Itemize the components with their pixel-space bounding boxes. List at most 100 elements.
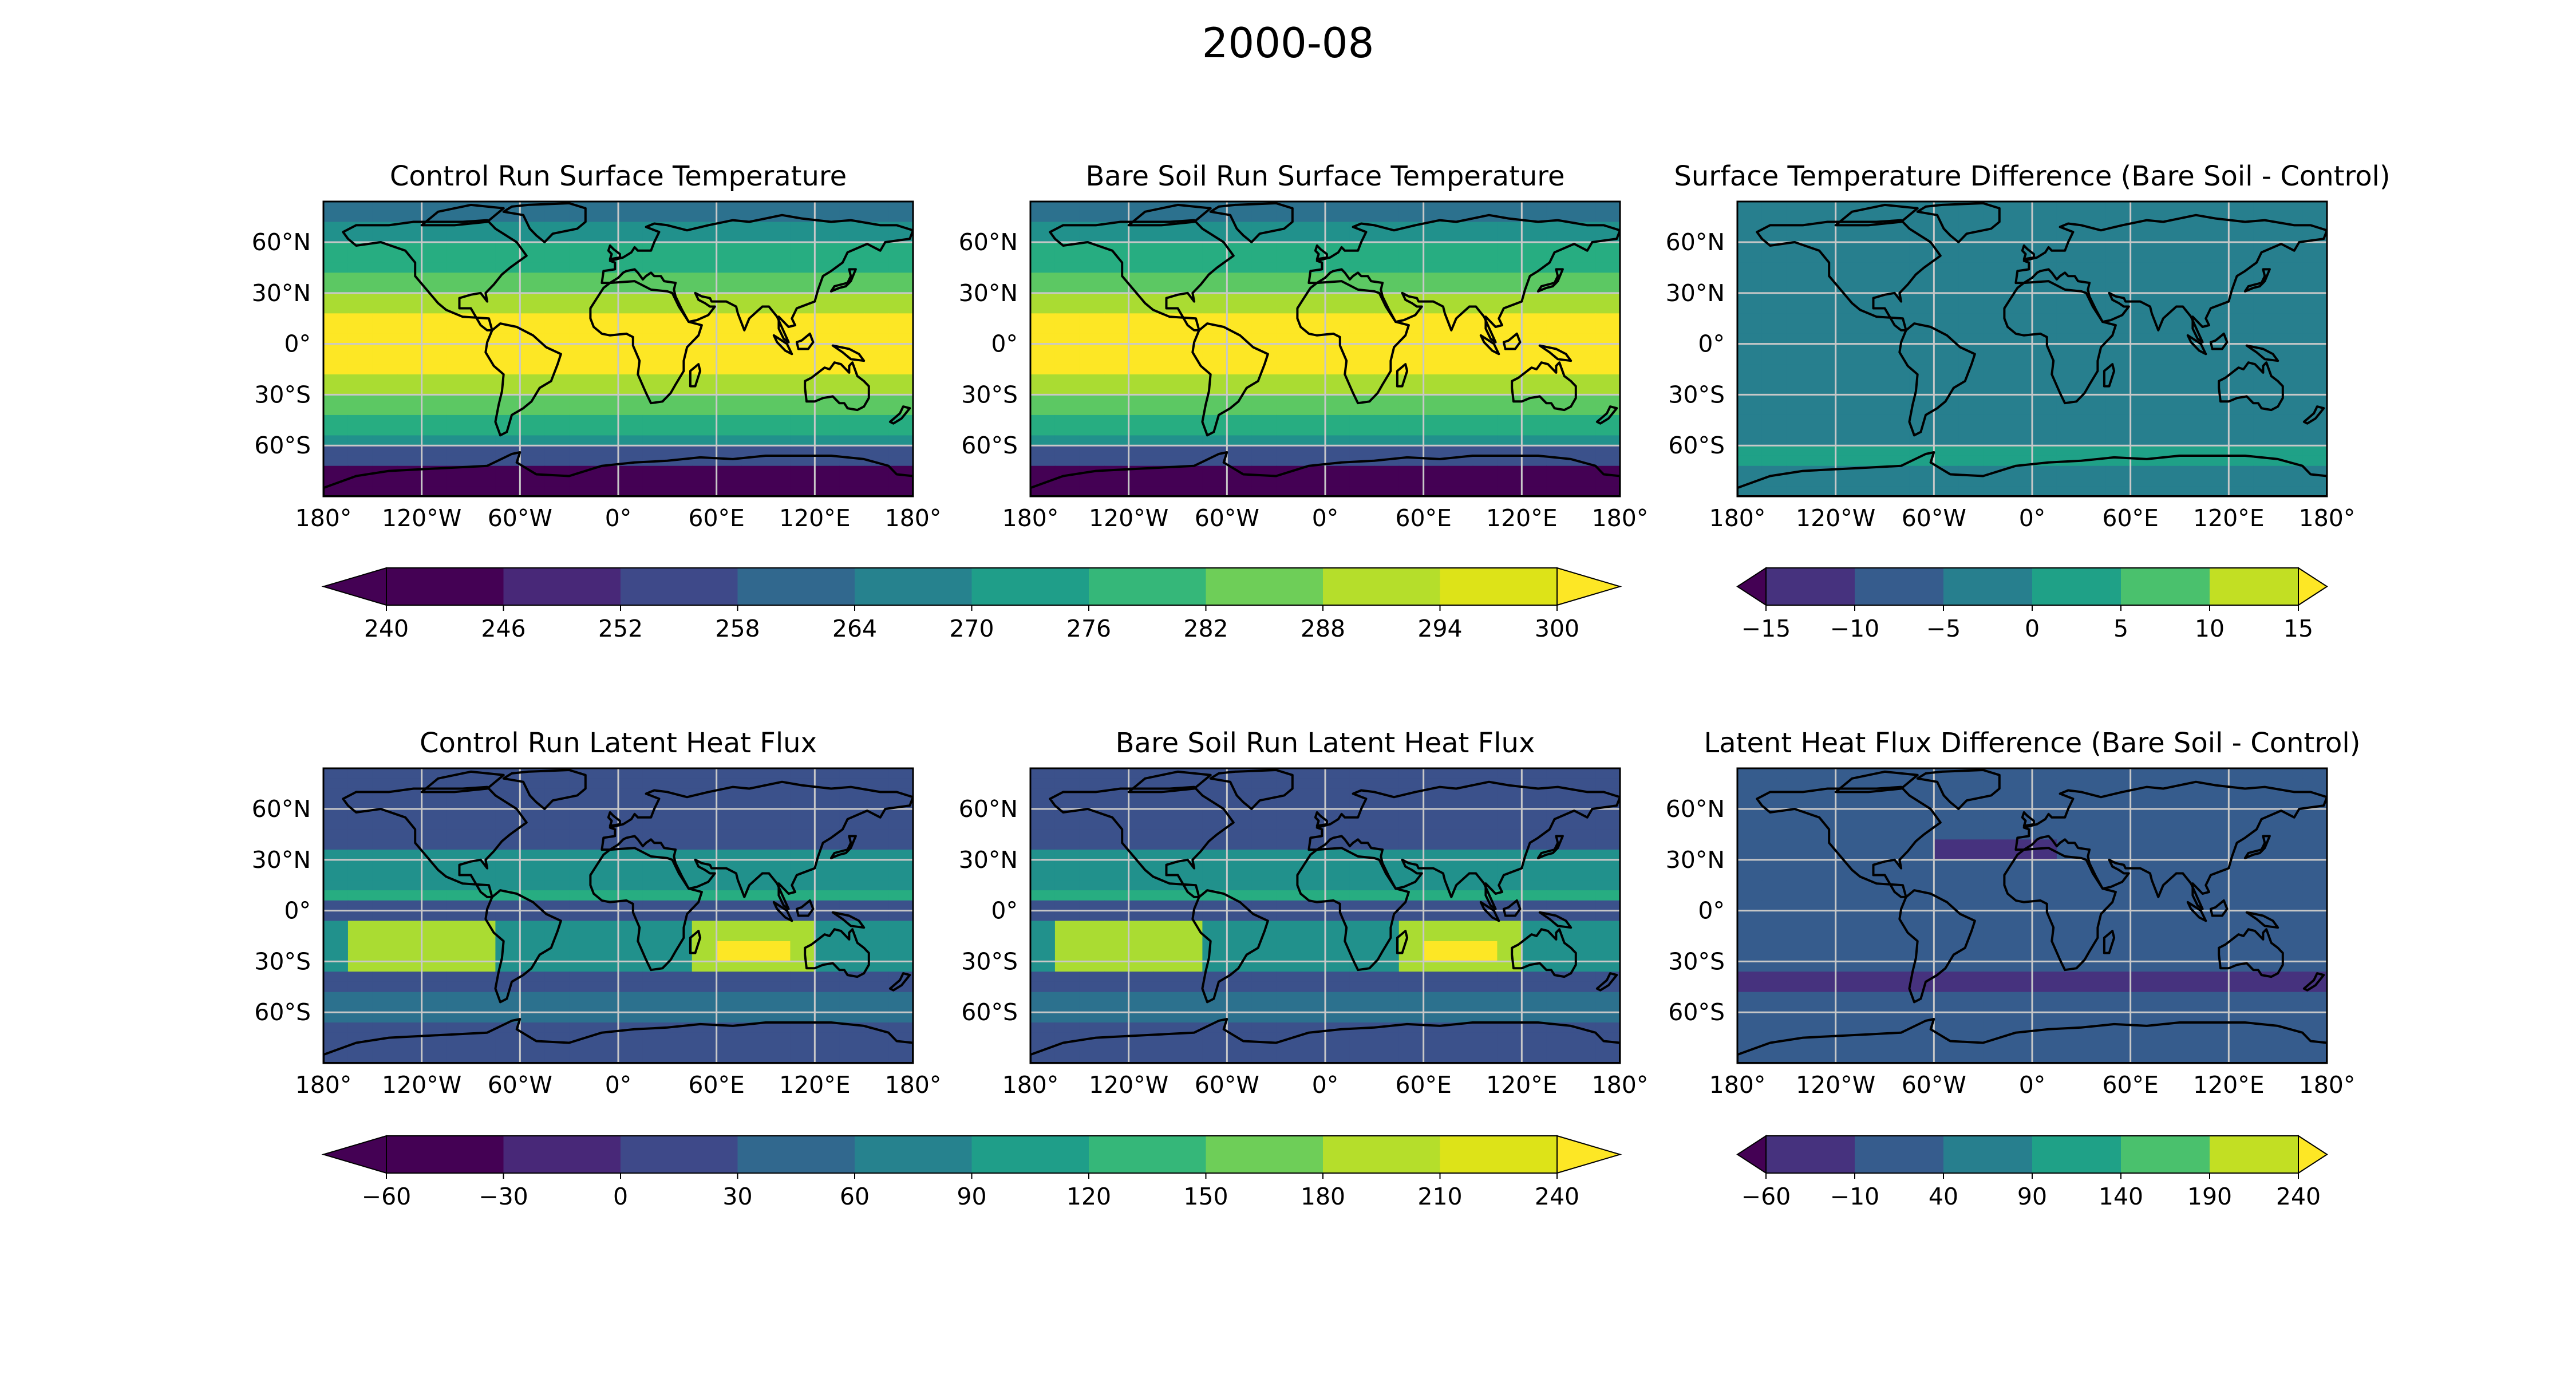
latitude-tick-label: 60°S bbox=[254, 998, 311, 1026]
latitude-tick-label: 60°S bbox=[254, 432, 311, 459]
longitude-tick-label: 180° bbox=[2299, 1071, 2356, 1099]
colorbar-segment bbox=[737, 568, 855, 605]
map-frame bbox=[1736, 767, 2328, 1064]
coastline bbox=[1191, 322, 1269, 437]
latitude-tick-label: 60°S bbox=[1668, 998, 1725, 1026]
coastline bbox=[2014, 780, 2327, 910]
colorbar-segment bbox=[1766, 1136, 1855, 1173]
longitude-tick-label: 120°E bbox=[1486, 504, 1558, 532]
longitude-tick-label: 0° bbox=[2019, 504, 2046, 532]
colorbar-tick-label: −10 bbox=[1830, 1183, 1880, 1210]
longitude-tick-label: 120°W bbox=[1796, 504, 1875, 532]
map-frame bbox=[322, 767, 914, 1064]
coastline bbox=[1307, 780, 1620, 910]
longitude-tick-label: 60°E bbox=[2102, 1071, 2159, 1099]
colorbar-tick-label: 0 bbox=[2025, 615, 2040, 642]
latitude-tick-label: 0° bbox=[284, 897, 311, 925]
longitude-tick-label: 0° bbox=[605, 1071, 632, 1099]
colorbar-tick-label: 258 bbox=[715, 615, 760, 642]
coastline bbox=[342, 785, 528, 898]
longitude-tick-label: 180° bbox=[295, 504, 352, 532]
coastline bbox=[323, 451, 913, 496]
latitude-tick-label: 0° bbox=[1698, 897, 1725, 925]
latitude-tick-label: 60°S bbox=[961, 432, 1018, 459]
longitude-tick-label: 60°W bbox=[1902, 1071, 1966, 1099]
colorbar-segment bbox=[971, 568, 1089, 605]
map-frame bbox=[1736, 200, 2328, 498]
colorbar-tick-label: 120 bbox=[1066, 1183, 1111, 1210]
map-panel: Latent Heat Flux Difference (Bare Soil -… bbox=[1666, 727, 2361, 1099]
colorbar-segment bbox=[1323, 568, 1440, 605]
coastline bbox=[1209, 769, 1294, 810]
coastline bbox=[323, 1018, 913, 1063]
coastline bbox=[600, 214, 913, 344]
longitude-tick-label: 60°W bbox=[1195, 504, 1259, 532]
map-panel: Control Run Surface Temperature 60°N 30°N 0… bbox=[252, 160, 942, 532]
latitude-tick-label: 60°N bbox=[959, 795, 1018, 823]
colorbar-lhf-diff: −60 −10 40 90 140 190 240 bbox=[1736, 1135, 2328, 1210]
latitude-tick-label: 60°N bbox=[252, 795, 311, 823]
map-panel: Bare Soil Run Latent Heat Flux 60°N 30°N 0°… bbox=[959, 727, 1649, 1099]
coastline bbox=[1479, 334, 1500, 356]
coastline bbox=[502, 202, 587, 243]
map-frame bbox=[1029, 200, 1621, 498]
colorbar-segment bbox=[1855, 1136, 1944, 1173]
coastline bbox=[484, 322, 562, 437]
latitude-tick-label: 30°S bbox=[1668, 381, 1725, 408]
coastline bbox=[772, 901, 793, 922]
coastline bbox=[2243, 835, 2271, 859]
latitude-tick-label: 60°N bbox=[252, 228, 311, 256]
coastline bbox=[1916, 769, 2001, 810]
longitude-tick-label: 60°E bbox=[1395, 1071, 1452, 1099]
coastline bbox=[2003, 847, 2117, 972]
coastline bbox=[795, 332, 815, 350]
coastline bbox=[420, 770, 505, 793]
colorbar-segment bbox=[2210, 1136, 2299, 1173]
panel-title: Bare Soil Run Surface Temperature bbox=[1085, 160, 1564, 192]
colorbar-extend-under bbox=[1736, 567, 1767, 606]
latitude-tick-label: 60°N bbox=[959, 228, 1018, 256]
coastline bbox=[1307, 214, 1620, 344]
longitude-tick-label: 120°E bbox=[1486, 1071, 1558, 1099]
panel-title: Surface Temperature Difference (Bare Soi… bbox=[1674, 160, 2390, 192]
longitude-tick-label: 0° bbox=[1312, 1071, 1339, 1099]
coastline bbox=[2003, 280, 2117, 405]
colorbar-segment bbox=[737, 1136, 855, 1173]
latitude-tick-label: 0° bbox=[991, 897, 1018, 925]
coastline bbox=[1756, 785, 1942, 898]
colorbar-tick-label: 240 bbox=[2276, 1183, 2321, 1210]
coastline bbox=[1396, 930, 1409, 954]
longitude-tick-label: 180° bbox=[1002, 1071, 1059, 1099]
coastline bbox=[1834, 203, 1919, 227]
colorbar-segment bbox=[503, 568, 621, 605]
coastline bbox=[2302, 405, 2325, 425]
longitude-tick-label: 60°E bbox=[688, 504, 745, 532]
colorbar-extend-under bbox=[1736, 1135, 1767, 1174]
colorbar-tick-label: −60 bbox=[1741, 1183, 1791, 1210]
longitude-tick-label: 120°W bbox=[382, 504, 461, 532]
colorbar-tick-label: 90 bbox=[2017, 1183, 2047, 1210]
colorbar-temp-abs: 240 246 252 258 264 270 276 282 288 294 300 bbox=[321, 567, 1622, 642]
latitude-tick-label: 30°N bbox=[959, 279, 1018, 307]
colorbar-extend-over bbox=[2298, 1135, 2328, 1174]
coastline bbox=[589, 847, 703, 972]
map-panels: Control Run Surface Temperature 60°N 30°N 0… bbox=[252, 160, 2391, 1099]
coastline bbox=[484, 889, 562, 1004]
longitude-tick-label: 120°E bbox=[2193, 1071, 2265, 1099]
colorbar-segment bbox=[2121, 568, 2210, 605]
coastline bbox=[2218, 361, 2284, 412]
coastline bbox=[1536, 835, 1564, 859]
latitude-tick-label: 30°N bbox=[1666, 846, 1725, 874]
coastline bbox=[342, 219, 528, 331]
longitude-tick-label: 180° bbox=[885, 504, 942, 532]
coastline bbox=[2186, 334, 2207, 356]
latitude-tick-label: 30°N bbox=[959, 846, 1018, 874]
coastline bbox=[2209, 899, 2229, 917]
coastline bbox=[1127, 203, 1212, 227]
coastline bbox=[689, 363, 702, 388]
coastline bbox=[1296, 280, 1410, 405]
colorbar-tick-label: 180 bbox=[1301, 1183, 1345, 1210]
longitude-tick-label: 180° bbox=[295, 1071, 352, 1099]
colorbar-segment bbox=[621, 568, 738, 605]
